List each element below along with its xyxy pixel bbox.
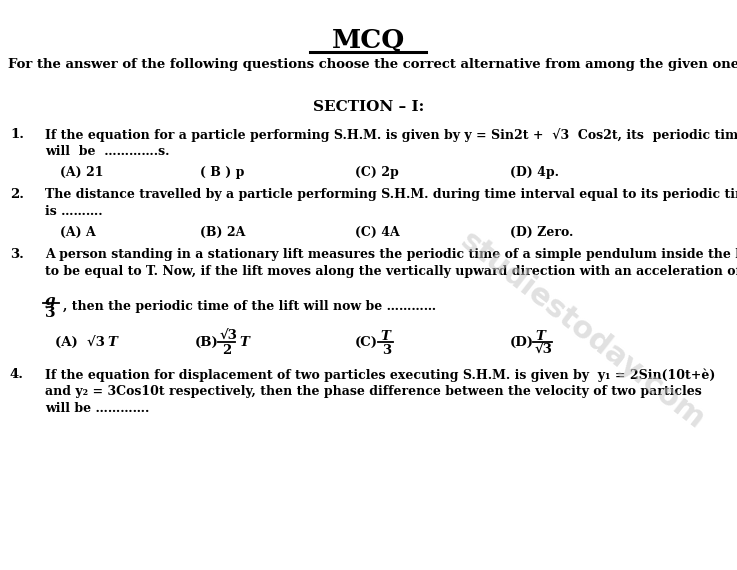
Text: 2.: 2. [10,188,24,201]
Text: (D): (D) [510,336,534,349]
Text: The distance travelled by a particle performing S.H.M. during time interval equa: The distance travelled by a particle per… [45,188,737,201]
Text: A person standing in a stationary lift measures the periodic time of a simple pe: A person standing in a stationary lift m… [45,248,737,261]
Text: SECTION – I:: SECTION – I: [313,100,424,114]
Text: (C) 4A: (C) 4A [355,226,399,239]
Text: MCQ: MCQ [332,28,405,53]
Text: (B) 2A: (B) 2A [200,226,245,239]
Text: T: T [535,330,545,343]
Text: will  be  ………….s.: will be ………….s. [45,145,170,158]
Text: ( B ) p: ( B ) p [200,166,245,179]
Text: g: g [45,294,55,308]
Text: T: T [239,336,249,349]
Text: T: T [380,330,390,343]
Text: T: T [107,336,117,349]
Text: √3: √3 [535,344,553,357]
Text: will be ………….: will be …………. [45,402,150,415]
Text: (D) 4p.: (D) 4p. [510,166,559,179]
Text: If the equation for a particle performing S.H.M. is given by y = Sin2t +  √3  Co: If the equation for a particle performin… [45,128,737,142]
Text: , then the periodic time of the lift will now be …………: , then the periodic time of the lift wil… [63,300,436,313]
Text: (C): (C) [355,336,378,349]
Text: (C) 2p: (C) 2p [355,166,399,179]
Text: 2: 2 [222,344,231,357]
Text: For the answer of the following questions choose the correct alternative from am: For the answer of the following question… [8,58,737,71]
Text: 3.: 3. [10,248,24,261]
Text: (D) Zero.: (D) Zero. [510,226,573,239]
Text: (B): (B) [195,336,219,349]
Text: (A) 21: (A) 21 [60,166,103,179]
Text: 1.: 1. [10,128,24,141]
Text: to be equal to T. Now, if the lift moves along the vertically upward direction w: to be equal to T. Now, if the lift moves… [45,265,737,278]
Text: 4.: 4. [10,368,24,381]
Text: 3: 3 [45,306,55,320]
Text: studiestoday.com: studiestoday.com [455,226,710,435]
Text: If the equation for displacement of two particles executing S.H.M. is given by  : If the equation for displacement of two … [45,368,716,381]
Text: (A)  √3: (A) √3 [55,336,105,349]
Text: and y₂ = 3Cos10t respectively, then the phase difference between the velocity of: and y₂ = 3Cos10t respectively, then the … [45,385,702,398]
Text: (A) A: (A) A [60,226,96,239]
Text: 3: 3 [382,344,391,357]
Text: √3: √3 [220,330,238,343]
Text: is ……….: is ………. [45,205,102,218]
